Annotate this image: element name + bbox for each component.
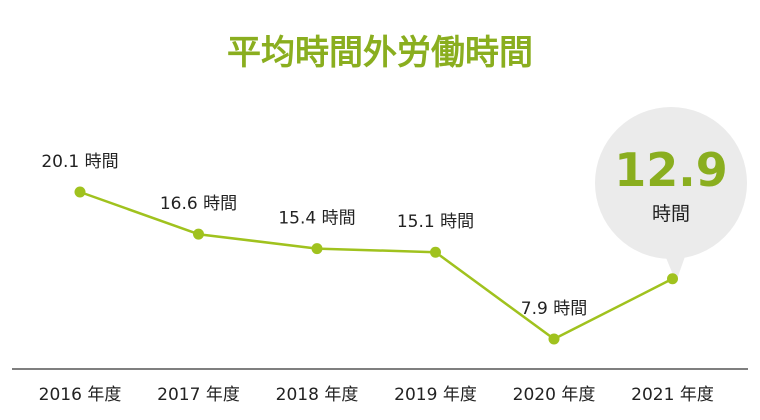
data-point — [74, 186, 86, 198]
series-line — [79, 190, 674, 341]
chart-marks: 20.1 時間 2016 年度 16.6 時間 2017 年度 15.4 時間 2018 … — [39, 152, 714, 405]
x-tick-label: 2021 年度 — [631, 385, 714, 405]
x-tick-label: 2018 年度 — [276, 385, 359, 405]
chart-title: 平均時間外労働時間 — [227, 33, 533, 73]
data-label: 20.1 時間 — [41, 152, 118, 172]
x-tick-label: 2016 年度 — [39, 385, 122, 405]
x-tick-label: 2017 年度 — [157, 385, 240, 405]
data-point — [548, 333, 560, 345]
callout-value: 12.9 — [614, 143, 728, 197]
data-label: 15.4 時間 — [278, 209, 355, 229]
callout-bubble: 12.9 時間 — [595, 107, 747, 282]
callout-pointer — [662, 248, 688, 282]
data-label: 7.9 時間 — [521, 299, 587, 319]
data-label: 16.6 時間 — [160, 194, 237, 214]
callout-circle — [595, 107, 747, 259]
x-tick-label: 2019 年度 — [394, 385, 477, 405]
x-tick-label: 2020 年度 — [513, 385, 596, 405]
callout-unit: 時間 — [652, 203, 690, 225]
data-point — [193, 228, 204, 240]
data-point — [430, 246, 441, 258]
data-point — [667, 273, 678, 285]
data-point — [311, 243, 323, 255]
data-label: 15.1 時間 — [397, 212, 474, 232]
